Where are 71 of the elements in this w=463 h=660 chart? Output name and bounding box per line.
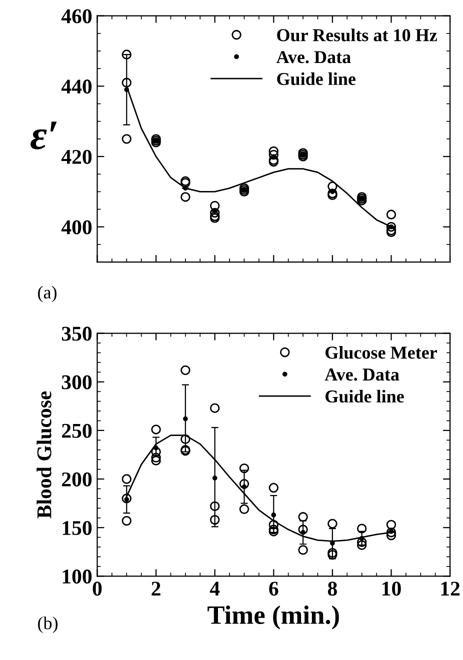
legend-label: Guide line — [325, 390, 404, 403]
point — [122, 78, 132, 88]
x-tick-label: 10 — [382, 582, 401, 596]
point — [122, 474, 132, 484]
point — [356, 537, 367, 548]
y-tick-label: 250 — [62, 424, 92, 438]
x-tick-label: 8 — [328, 582, 337, 596]
x-tick-label: 2 — [152, 582, 160, 596]
x-tick-label: 12 — [441, 582, 460, 596]
point — [180, 192, 190, 202]
y-tick-label: 440 — [61, 80, 92, 94]
legend-label: Ave. Data — [324, 368, 400, 381]
point — [183, 416, 188, 422]
legend-label: Guide line — [277, 72, 356, 86]
point — [268, 520, 278, 530]
point — [271, 512, 276, 518]
point — [298, 512, 308, 522]
point — [180, 434, 190, 444]
y-tick-label: 300 — [62, 375, 92, 390]
point — [328, 518, 338, 529]
legend-label: Our Results at 10 Hz — [277, 28, 437, 42]
point — [386, 520, 396, 530]
point — [239, 504, 250, 514]
point — [328, 182, 338, 192]
point — [122, 50, 132, 60]
point — [300, 530, 306, 535]
y-tick-label: 400 — [61, 220, 92, 234]
y-tick-label: 420 — [61, 150, 92, 164]
x-tick-label: 6 — [269, 582, 278, 596]
point — [154, 446, 158, 450]
point — [239, 479, 250, 489]
point — [268, 146, 278, 156]
y-tick-label: 350 — [62, 326, 92, 341]
x-tick-label: 0 — [92, 582, 102, 596]
point — [122, 134, 132, 144]
point — [268, 150, 278, 160]
point — [124, 87, 130, 92]
point — [210, 501, 220, 512]
point — [356, 524, 367, 534]
y-tick-label: 100 — [62, 570, 92, 584]
x-tick-label: 4 — [210, 582, 220, 596]
legend-label: Ave. Data — [276, 51, 351, 64]
point — [386, 210, 396, 220]
point — [122, 494, 132, 504]
point — [210, 200, 220, 211]
y-tick-label: 200 — [62, 472, 92, 486]
point — [239, 463, 250, 474]
text: (b) — [38, 616, 58, 633]
y-tick-label: 460 — [61, 9, 92, 24]
point — [210, 403, 220, 413]
point — [180, 365, 190, 376]
point — [210, 208, 220, 218]
point — [151, 456, 161, 466]
point — [151, 452, 161, 463]
point — [386, 530, 396, 540]
point — [359, 536, 364, 541]
y-axis-title: Blood Glucose — [36, 391, 52, 518]
point — [298, 545, 308, 555]
text: (a) — [38, 286, 56, 302]
y-axis-title: ε′ — [30, 122, 57, 150]
point — [386, 528, 396, 538]
legend-label: Glucose Meter — [325, 346, 438, 359]
point — [151, 424, 161, 434]
point — [210, 514, 220, 525]
y-tick-label: 150 — [62, 520, 92, 536]
x-axis-title: Time (min.) — [208, 605, 339, 630]
point — [122, 516, 132, 526]
point — [212, 476, 218, 480]
point — [356, 540, 367, 550]
point — [298, 524, 308, 534]
point — [268, 482, 278, 493]
